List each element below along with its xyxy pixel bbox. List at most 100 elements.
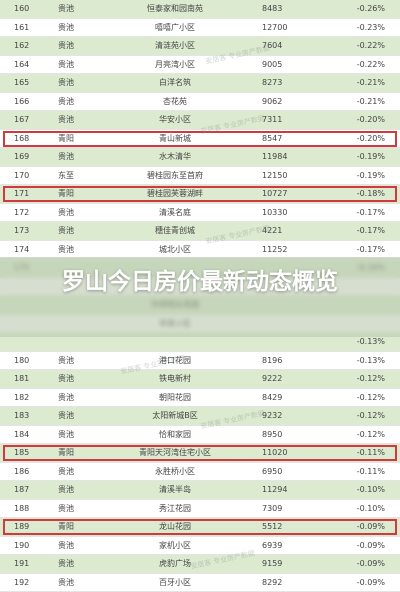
rank-cell: 170 <box>14 170 30 180</box>
district-cell: 贵池 <box>58 244 74 254</box>
price-cell: 6939 <box>262 540 283 550</box>
price-cell: 8273 <box>262 78 283 87</box>
change-cell: -0.13% <box>356 355 385 365</box>
community-name-cell: 朝阳花园 <box>159 392 191 402</box>
change-cell: -0.12% <box>356 392 385 402</box>
title-banner <box>0 257 400 337</box>
district-cell: 青阳 <box>58 133 74 143</box>
change-cell: -0.21% <box>356 78 385 87</box>
district-cell: 贵池 <box>58 207 74 217</box>
rank-cell: 180 <box>14 355 30 365</box>
change-cell: -0.12% <box>356 411 385 420</box>
rank-cell: 189 <box>14 522 30 531</box>
table-row: 185 青阳 青阳天河湾住宅小区 11020 -0.11% <box>0 444 400 463</box>
price-cell: 9232 <box>262 411 283 420</box>
price-cell: 8547 <box>262 133 283 143</box>
rank-cell: 165 <box>14 78 30 87</box>
district-cell: 贵池 <box>58 559 74 568</box>
table-row: 181 贵池 铁电新村 9222 -0.12% <box>0 370 400 389</box>
change-cell: -0.20% <box>356 115 385 124</box>
district-cell: 青阳 <box>58 448 74 457</box>
table-row: 162 贵池 清涟苑小区 7604 -0.22% <box>0 37 400 56</box>
district-cell: 贵池 <box>58 41 74 50</box>
price-cell: 10330 <box>262 207 288 217</box>
price-cell: 11020 <box>262 448 288 457</box>
rank-cell: 188 <box>14 503 30 513</box>
table-row: 160 贵池 恒泰家和园南苑 8483 -0.26% <box>0 0 400 19</box>
community-name-cell: 百牙小区 <box>159 577 191 587</box>
price-cell: 9159 <box>262 559 283 568</box>
rank-cell: 164 <box>14 59 30 69</box>
community-name-cell: 穗佳青创城 <box>155 226 195 235</box>
district-cell: 贵池 <box>58 355 74 365</box>
district-cell: 贵池 <box>58 503 74 513</box>
table-row: 182 贵池 朝阳花园 8429 -0.12% <box>0 389 400 407</box>
price-cell: 9005 <box>262 59 283 69</box>
change-cell: -0.22% <box>356 41 385 50</box>
table-row: 186 贵池 永胜桥小区 6950 -0.11% <box>0 463 400 481</box>
price-cell: 11294 <box>262 485 288 494</box>
district-cell: 贵池 <box>58 466 74 476</box>
rank-cell: 192 <box>14 577 30 587</box>
change-cell: -0.19% <box>356 170 385 180</box>
rank-cell: 168 <box>14 133 30 143</box>
community-name-cell: 嘻嘻广小区 <box>155 22 195 32</box>
district-cell: 青阳 <box>58 522 74 531</box>
table-row: 189 青阳 龙山花园 5512 -0.09% <box>0 518 400 537</box>
price-cell: 11984 <box>262 152 288 161</box>
community-name-cell: 铁电新村 <box>159 374 191 383</box>
rank-cell: 171 <box>14 189 30 198</box>
price-cell: 12700 <box>262 22 288 32</box>
district-cell: 贵池 <box>58 540 74 550</box>
district-cell: 贵池 <box>58 226 74 235</box>
price-cell: 10727 <box>262 189 288 198</box>
community-name-cell: 太阳新城B区 <box>152 411 198 420</box>
table-row: 170 东至 碧桂园东至首府 12150 -0.19% <box>0 167 400 185</box>
community-name-cell: 秀江花园 <box>159 503 191 513</box>
price-cell: 8950 <box>262 429 283 439</box>
community-name-cell: 永胜桥小区 <box>155 466 195 476</box>
community-name-cell: 龙山花园 <box>159 522 191 531</box>
district-cell: 贵池 <box>58 374 74 383</box>
community-name-cell: 青阳天河湾住宅小区 <box>139 448 211 457</box>
change-cell: -0.10% <box>356 503 385 513</box>
rank-cell: 190 <box>14 540 30 550</box>
district-cell: 贵池 <box>58 152 74 161</box>
district-cell: 贵池 <box>58 22 74 32</box>
table-row: 191 贵池 虎豹广场 9159 -0.09% <box>0 555 400 574</box>
change-cell: -0.09% <box>356 522 385 531</box>
table-row: 161 贵池 嘻嘻广小区 12700 -0.23% <box>0 19 400 37</box>
community-name-cell: 青山新城 <box>159 133 191 143</box>
rank-cell: 162 <box>14 41 30 50</box>
change-cell: -0.09% <box>356 540 385 550</box>
district-cell: 贵池 <box>58 78 74 87</box>
table-row: 190 贵池 家机小区 6939 -0.09% <box>0 537 400 555</box>
change-cell: -0.17% <box>356 244 385 254</box>
change-cell: -0.10% <box>356 485 385 494</box>
community-name-cell: 碧桂园芙蓉湖畔 <box>147 189 203 198</box>
table-row: 188 贵池 秀江花园 7309 -0.10% <box>0 500 400 518</box>
rank-cell: 191 <box>14 559 30 568</box>
change-cell: -0.11% <box>356 466 385 476</box>
table-row: 165 贵池 白洋名筑 8273 -0.21% <box>0 74 400 93</box>
rank-cell: 186 <box>14 466 30 476</box>
district-cell: 贵池 <box>58 96 74 106</box>
community-name-cell: 白洋名筑 <box>159 78 191 87</box>
district-cell: 贵池 <box>58 429 74 439</box>
community-name-cell: 清溪名庭 <box>159 207 191 217</box>
price-cell: 8429 <box>262 392 283 402</box>
price-cell: 9222 <box>262 374 283 383</box>
table-row: 183 贵池 太阳新城B区 9232 -0.12% <box>0 407 400 426</box>
price-cell: 11252 <box>262 244 288 254</box>
rank-cell: 181 <box>14 374 30 383</box>
rank-cell: 169 <box>14 152 30 161</box>
rank-cell: 183 <box>14 411 30 420</box>
district-cell: 贵池 <box>58 411 74 420</box>
district-cell: 贵池 <box>58 577 74 587</box>
district-cell: 贵池 <box>58 115 74 124</box>
community-name-cell: 碧桂园东至首府 <box>147 170 203 180</box>
table-row: 169 贵池 水木清华 11984 -0.19% <box>0 148 400 167</box>
change-cell: -0.22% <box>356 59 385 69</box>
district-cell: 青阳 <box>58 189 74 198</box>
banner-title: 罗山今日房价最新动态概览 <box>62 269 338 295</box>
